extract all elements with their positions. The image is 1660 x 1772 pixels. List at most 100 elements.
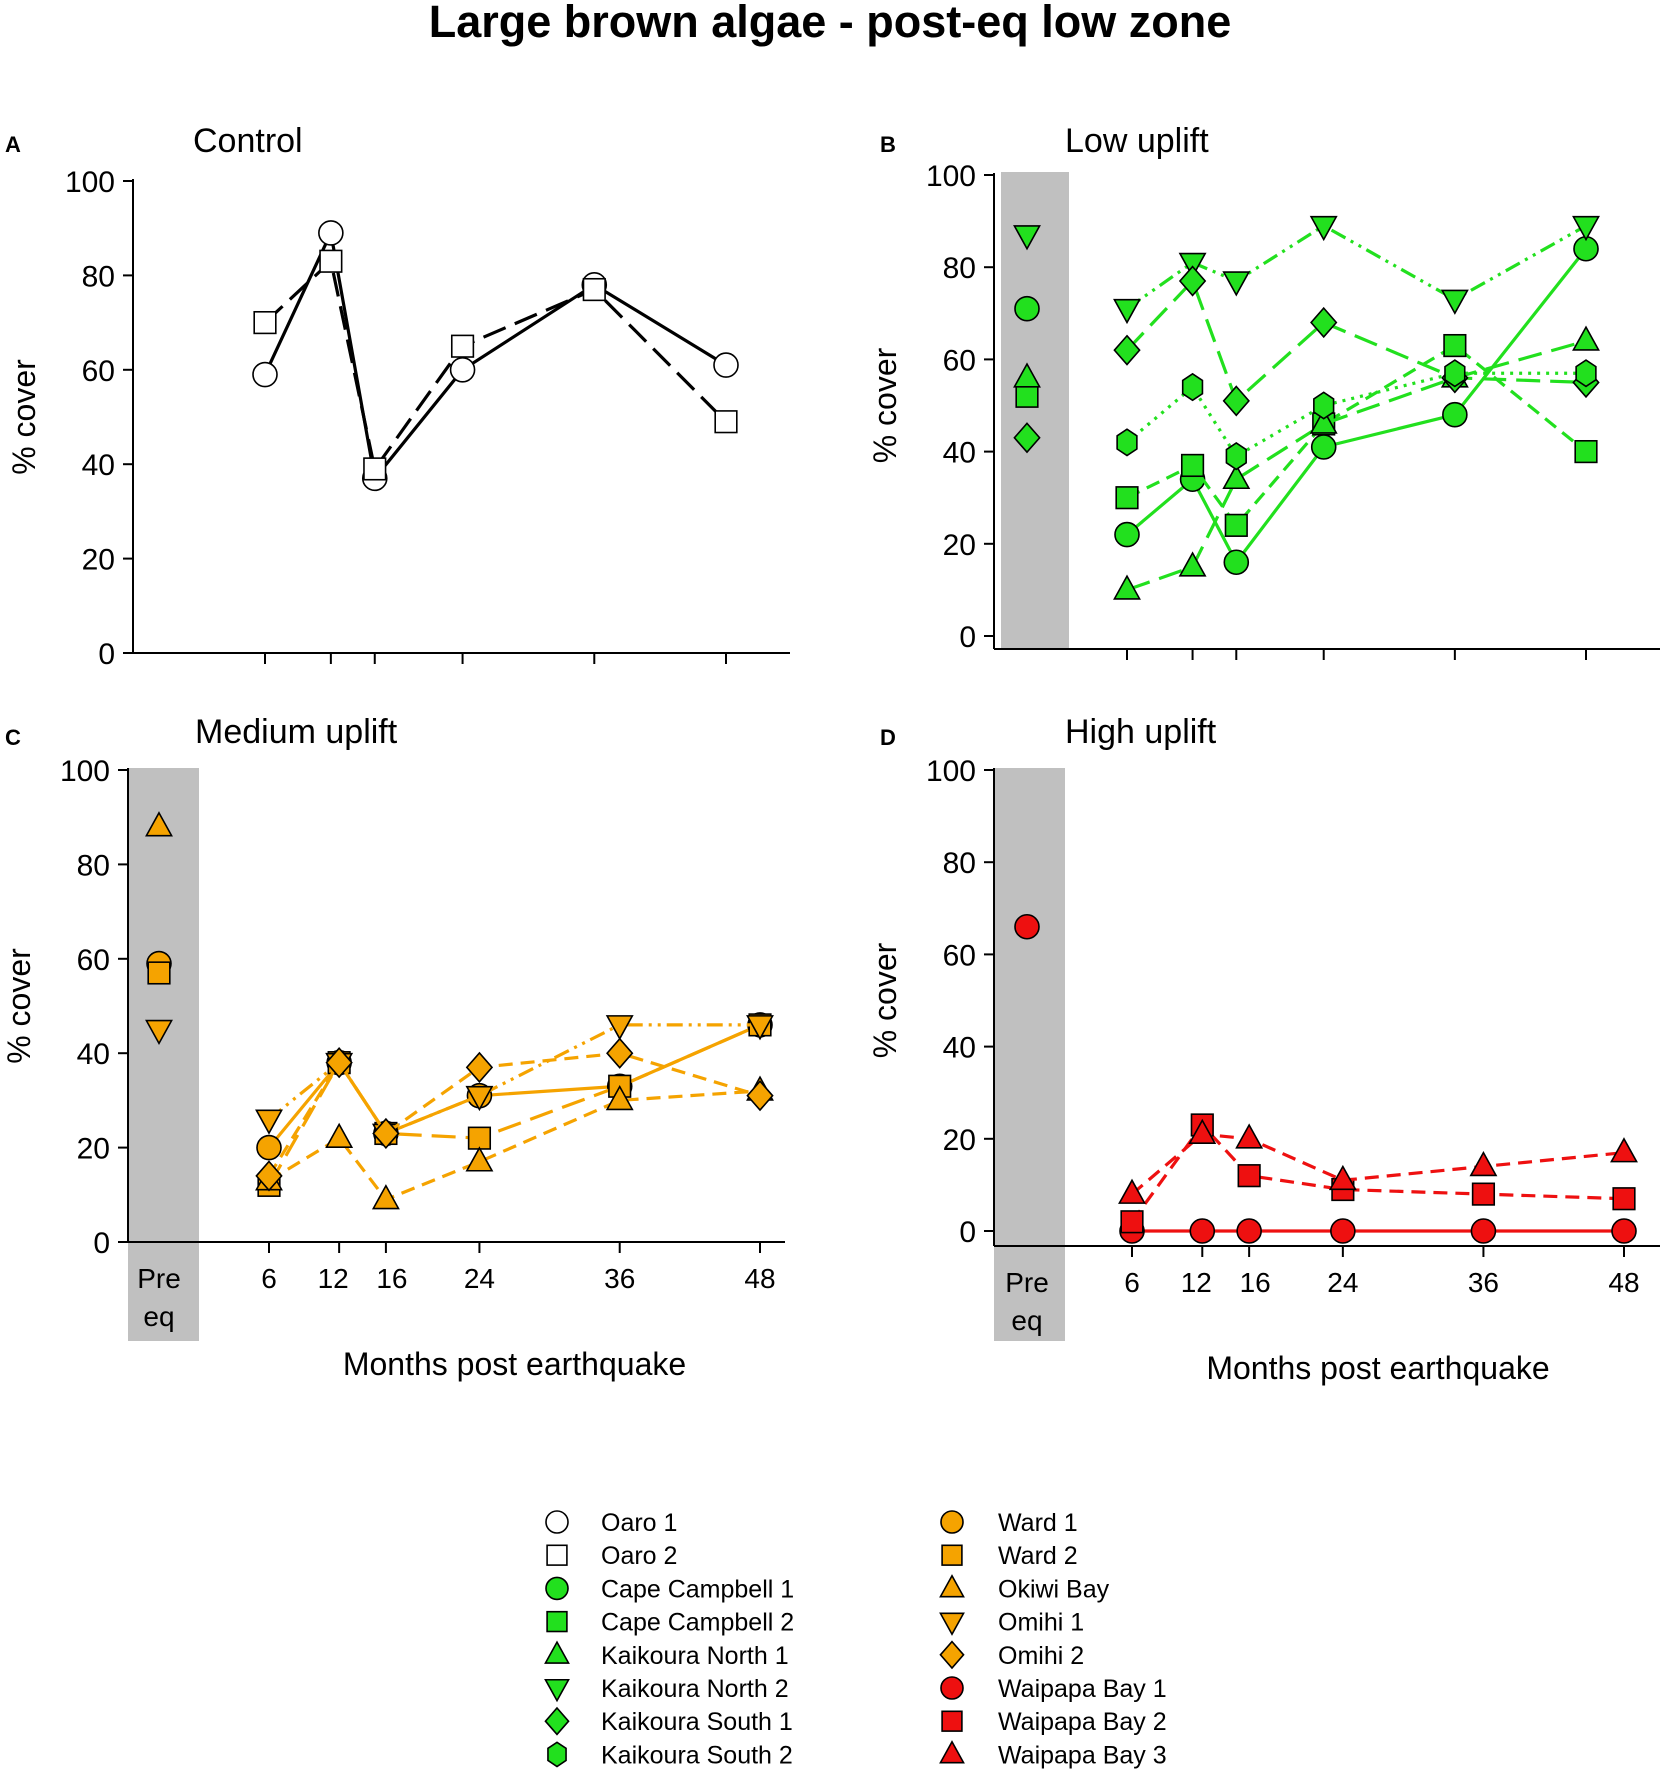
y-tick-label: 40 <box>943 437 976 470</box>
data-point <box>1235 1123 1264 1149</box>
panel-title: Low uplift <box>1065 122 1209 160</box>
x-tick-label: 24 <box>1327 1267 1358 1298</box>
panel-c: C Medium uplift 0 20 40 60 80 100 6 12 16 24 36 48 Pre… <box>1 713 785 1382</box>
legend-marker <box>940 1510 964 1534</box>
y-axis-label: % cover <box>867 942 903 1058</box>
pre-eq-band <box>1001 172 1069 649</box>
legend-entry: Kaikoura North 1 <box>544 1640 789 1670</box>
y-tick-label: 20 <box>77 1133 110 1166</box>
pre-eq-band <box>128 768 199 1341</box>
data-point <box>1309 215 1338 242</box>
data-point <box>1469 1151 1498 1177</box>
pre-eq-point <box>145 811 173 837</box>
legend-label: Oaro 2 <box>601 1542 677 1570</box>
pre-eq-label: eq <box>143 1301 174 1332</box>
series-ward-1 <box>146 950 773 1161</box>
legend-label: Omihi 1 <box>998 1609 1084 1637</box>
legend-entry: Waipapa Bay 2 <box>941 1708 1167 1736</box>
data-point <box>319 249 343 273</box>
pre-eq-point <box>145 1019 173 1046</box>
series-kaikoura-north-2 <box>1013 215 1600 325</box>
series-okiwi-bay <box>145 811 774 1210</box>
series-line <box>267 1023 760 1136</box>
series-line <box>1126 339 1587 592</box>
data-point <box>449 356 476 383</box>
data-point <box>1178 551 1207 577</box>
series-line <box>1125 278 1587 404</box>
data-point <box>1310 434 1337 460</box>
panel-letter: D <box>880 725 896 750</box>
data-point <box>714 410 738 434</box>
legend-label: Waipapa Bay 3 <box>998 1741 1167 1769</box>
panel-b: B Low uplift 0 20 40 60 80 100 % cover <box>867 122 1660 660</box>
y-tick-label: 60 <box>943 939 976 972</box>
data-point <box>605 1084 634 1111</box>
data-point <box>605 1015 634 1041</box>
data-point <box>465 1051 494 1083</box>
series-line <box>1130 1132 1625 1196</box>
x-tick-label: 36 <box>1468 1267 1499 1298</box>
data-point <box>1440 289 1469 315</box>
legend-entry: Cape Campbell 2 <box>546 1609 794 1637</box>
y-tick-label: 100 <box>60 755 110 788</box>
series-cape-campbell-1 <box>1014 235 1599 576</box>
legend-marker <box>941 1710 963 1732</box>
panel-a: A Control 0 20 40 60 80 100 % cover <box>5 122 790 671</box>
y-tick-label: 100 <box>926 755 976 788</box>
pre-eq-point <box>1015 384 1039 408</box>
y-tick-label: 100 <box>926 160 976 193</box>
series-waipapa-bay-1 <box>1014 913 1637 1244</box>
legend-label: Okiwi Bay <box>998 1575 1110 1603</box>
series-line <box>1126 223 1587 310</box>
y-tick-label: 40 <box>943 1032 976 1065</box>
x-tick-label: 6 <box>261 1263 277 1294</box>
y-tick-label: 80 <box>943 252 976 285</box>
data-point <box>1574 439 1598 464</box>
data-point <box>1611 1218 1637 1244</box>
series-line <box>263 258 728 473</box>
y-tick-label: 20 <box>943 529 976 562</box>
data-point <box>372 1117 400 1150</box>
data-point <box>1236 1218 1262 1244</box>
x-axis-label: Months post earthquake <box>1206 1350 1549 1386</box>
data-point <box>1113 334 1141 366</box>
data-point <box>1222 271 1251 297</box>
legend-marker <box>544 1640 570 1664</box>
y-tick-label: 60 <box>943 344 976 377</box>
data-point <box>1237 1164 1261 1188</box>
panel-title: High uplift <box>1065 713 1217 751</box>
legend-label: Omihi 2 <box>998 1642 1084 1670</box>
data-point <box>325 1047 353 1079</box>
legend-marker <box>939 1640 965 1670</box>
y-tick-label: 40 <box>77 1038 110 1071</box>
y-tick-label: 60 <box>82 355 115 388</box>
legend-marker <box>545 1576 569 1601</box>
y-tick-label: 80 <box>77 849 110 882</box>
y-tick-label: 0 <box>93 1227 110 1260</box>
legend-marker <box>545 1510 569 1534</box>
x-axis-label: Months post earthquake <box>343 1346 686 1382</box>
data-point <box>1113 574 1141 600</box>
legend-marker <box>939 1740 965 1764</box>
data-point <box>1114 521 1140 548</box>
legend-label: Cape Campbell 2 <box>601 1609 794 1637</box>
data-point <box>465 1146 494 1172</box>
legend-entry: Waipapa Bay 3 <box>939 1740 1167 1769</box>
data-point <box>1180 453 1205 478</box>
legend-label: Ward 1 <box>998 1509 1078 1537</box>
legend-entry: Oaro 2 <box>546 1542 677 1570</box>
data-point <box>1444 359 1466 388</box>
y-axis-label: % cover <box>6 359 42 475</box>
data-point <box>713 352 739 378</box>
legend-entry: Omihi 2 <box>939 1640 1084 1670</box>
data-point <box>1470 1218 1497 1244</box>
y-tick-label: 0 <box>959 1216 976 1249</box>
legend-entry: Kaikoura North 2 <box>544 1675 789 1703</box>
y-tick-label: 20 <box>82 544 115 577</box>
data-point <box>1328 1164 1357 1191</box>
legend-entry: Oaro 1 <box>545 1509 677 1537</box>
data-point <box>1222 385 1250 417</box>
data-point <box>363 457 387 481</box>
x-tick-label: 12 <box>1181 1267 1212 1298</box>
pre-eq-band <box>994 768 1065 1341</box>
